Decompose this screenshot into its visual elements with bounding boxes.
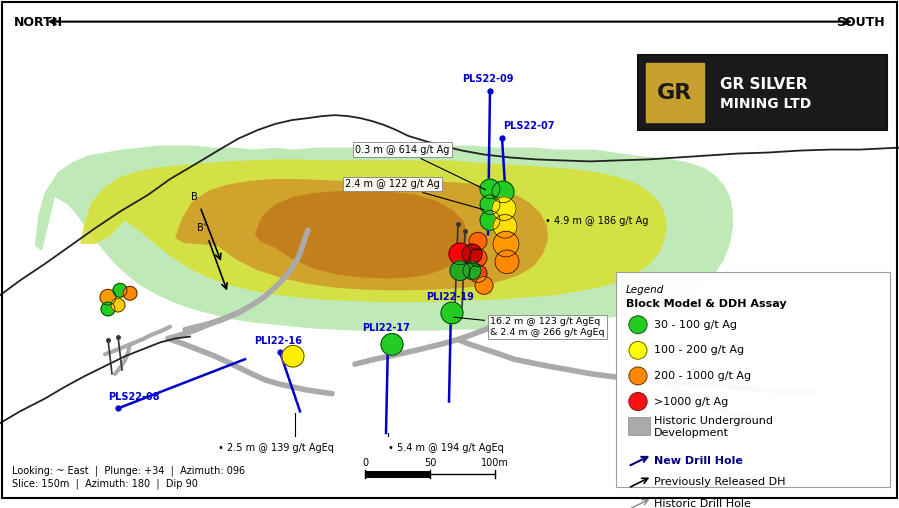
Text: 2.4 m @ 122 g/t Ag: 2.4 m @ 122 g/t Ag bbox=[345, 179, 485, 210]
Text: PLS22-09: PLS22-09 bbox=[462, 74, 513, 84]
Circle shape bbox=[113, 283, 127, 297]
Text: GR SILVER: GR SILVER bbox=[720, 77, 807, 92]
Circle shape bbox=[123, 287, 137, 300]
Text: Legend: Legend bbox=[626, 285, 664, 295]
Text: 30 - 100 g/t Ag: 30 - 100 g/t Ag bbox=[654, 320, 737, 330]
FancyBboxPatch shape bbox=[628, 417, 650, 435]
Circle shape bbox=[629, 367, 647, 385]
FancyBboxPatch shape bbox=[638, 55, 887, 130]
Text: SOUTH: SOUTH bbox=[836, 16, 885, 29]
Circle shape bbox=[492, 197, 516, 220]
Circle shape bbox=[629, 393, 647, 410]
Text: • 2.5 m @ 139 g/t AgEq: • 2.5 m @ 139 g/t AgEq bbox=[218, 443, 334, 453]
Circle shape bbox=[469, 232, 487, 250]
Text: 0: 0 bbox=[362, 458, 368, 468]
Circle shape bbox=[441, 302, 463, 324]
Text: PLI22-17: PLI22-17 bbox=[362, 323, 410, 333]
Text: PLS22-07: PLS22-07 bbox=[503, 121, 555, 131]
Text: 100m: 100m bbox=[481, 458, 509, 468]
Text: Slice: 150m  |  Azimuth: 180  |  Dip 90: Slice: 150m | Azimuth: 180 | Dip 90 bbox=[12, 479, 198, 489]
FancyBboxPatch shape bbox=[616, 272, 890, 487]
Polygon shape bbox=[35, 146, 733, 331]
Text: GR: GR bbox=[657, 82, 692, 103]
Text: >1000 g/t Ag: >1000 g/t Ag bbox=[654, 397, 728, 406]
Circle shape bbox=[462, 244, 482, 264]
Text: PLI22-19: PLI22-19 bbox=[426, 292, 474, 302]
Text: PLI22-16: PLI22-16 bbox=[254, 336, 302, 346]
Text: 0.3 m @ 614 g/t Ag: 0.3 m @ 614 g/t Ag bbox=[355, 145, 485, 189]
Circle shape bbox=[480, 179, 500, 199]
Polygon shape bbox=[175, 179, 548, 290]
Polygon shape bbox=[80, 160, 667, 302]
Text: PLS22-08: PLS22-08 bbox=[108, 392, 160, 401]
Circle shape bbox=[282, 345, 304, 367]
Circle shape bbox=[475, 276, 493, 294]
Circle shape bbox=[381, 334, 403, 355]
Circle shape bbox=[629, 316, 647, 334]
Text: Historic Drill Hole: Historic Drill Hole bbox=[654, 499, 751, 508]
Text: New Drill Hole: New Drill Hole bbox=[654, 456, 743, 465]
Text: Looking: ~ East  |  Plunge: +34  |  Azimuth: 096: Looking: ~ East | Plunge: +34 | Azimuth:… bbox=[12, 465, 245, 475]
Circle shape bbox=[480, 211, 500, 230]
Text: MINING LTD: MINING LTD bbox=[720, 98, 811, 111]
Text: Previously Released DH: Previously Released DH bbox=[654, 477, 786, 487]
Text: Block Model & DDH Assay: Block Model & DDH Assay bbox=[626, 299, 787, 309]
Text: NORTH: NORTH bbox=[14, 16, 63, 29]
Circle shape bbox=[101, 302, 115, 316]
Circle shape bbox=[111, 298, 125, 312]
Text: Historic Underground
Development: Historic Underground Development bbox=[654, 416, 773, 438]
Text: • 4.9 m @ 186 g/t Ag: • 4.9 m @ 186 g/t Ag bbox=[545, 216, 648, 227]
Circle shape bbox=[469, 249, 487, 267]
Circle shape bbox=[100, 290, 116, 305]
Circle shape bbox=[493, 231, 519, 257]
Circle shape bbox=[493, 214, 517, 238]
Circle shape bbox=[495, 250, 519, 274]
Polygon shape bbox=[255, 191, 468, 278]
Circle shape bbox=[629, 341, 647, 359]
Text: B: B bbox=[191, 192, 198, 202]
Text: 100 - 200 g/t Ag: 100 - 200 g/t Ag bbox=[654, 345, 744, 355]
Text: 16.2 m @ 123 g/t AgEq
& 2.4 m @ 266 g/t AgEq: 16.2 m @ 123 g/t AgEq & 2.4 m @ 266 g/t … bbox=[454, 317, 604, 337]
Circle shape bbox=[463, 262, 481, 279]
Circle shape bbox=[450, 261, 470, 280]
FancyBboxPatch shape bbox=[646, 63, 704, 122]
Text: 200 - 1000 g/t Ag: 200 - 1000 g/t Ag bbox=[654, 371, 752, 381]
Circle shape bbox=[492, 181, 514, 203]
Circle shape bbox=[480, 195, 500, 214]
Circle shape bbox=[469, 265, 487, 282]
Circle shape bbox=[449, 243, 471, 265]
Text: B': B' bbox=[198, 223, 207, 233]
Text: 50: 50 bbox=[423, 458, 436, 468]
Text: • 5.4 m @ 194 g/t AgEq: • 5.4 m @ 194 g/t AgEq bbox=[388, 443, 503, 453]
